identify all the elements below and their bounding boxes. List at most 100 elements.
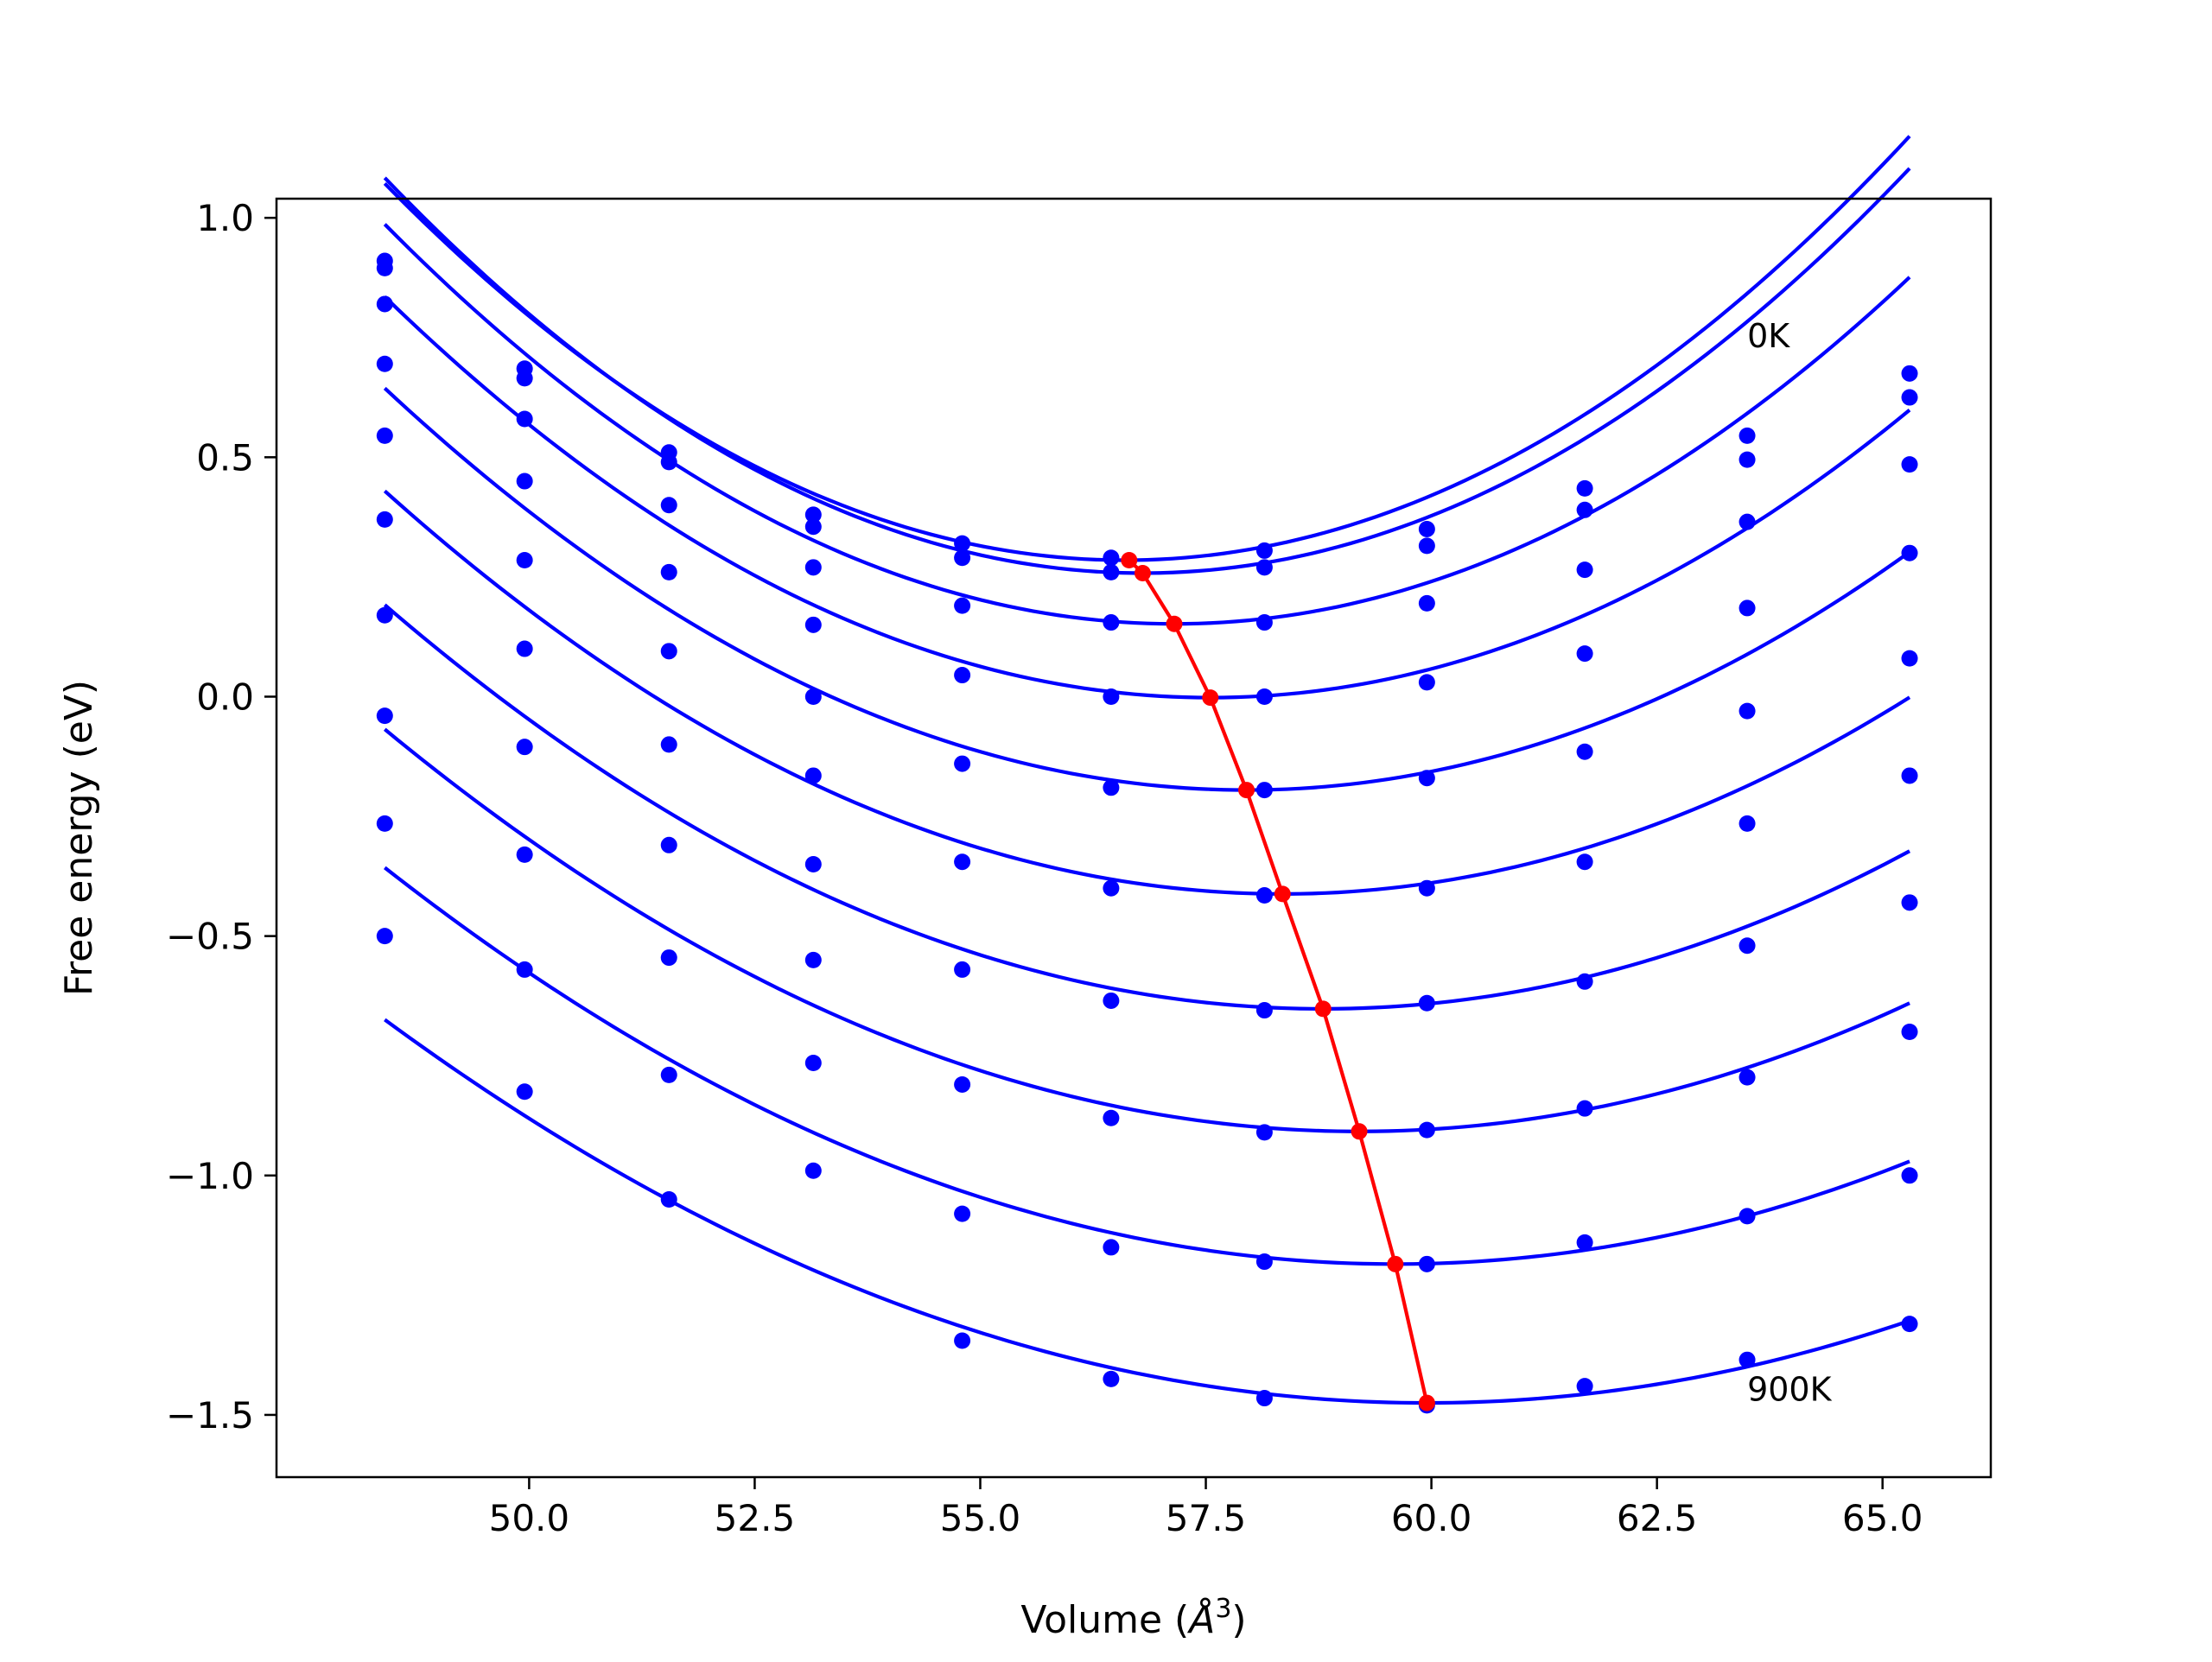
data-point-400K-9 — [1738, 702, 1756, 720]
fit-curve-300K — [383, 295, 1911, 700]
data-point-500K-7 — [1418, 879, 1435, 897]
plot-frame — [275, 197, 1993, 1479]
y-axis-label: Free energy (eV) — [57, 680, 101, 996]
data-point-300K-5 — [1103, 688, 1120, 705]
data-point-600K-3 — [804, 855, 822, 872]
series-0K — [376, 135, 1918, 567]
x-tick-label-1: 52.5 — [715, 1497, 796, 1539]
data-point-100K-3 — [804, 518, 822, 536]
data-point-800K-5 — [1103, 1239, 1120, 1256]
data-point-900K-10 — [1901, 1316, 1918, 1333]
fit-curve-800K — [384, 866, 1910, 1266]
data-point-200K-5 — [1103, 614, 1120, 631]
series-600K — [376, 603, 1918, 1019]
y-tick-label-5: −1.5 — [166, 1394, 254, 1437]
data-point-800K-4 — [954, 1205, 971, 1222]
data-point-900K-0 — [376, 928, 393, 945]
data-point-200K-7 — [1418, 594, 1435, 612]
data-point-200K-3 — [804, 559, 822, 576]
y-tick-label-2: 0.0 — [196, 676, 254, 718]
x-axis-label: Volume (Å3) — [1020, 1594, 1246, 1642]
data-point-400K-8 — [1576, 743, 1593, 760]
minimum-point-5 — [1274, 885, 1291, 903]
series-900K — [376, 928, 1918, 1414]
data-point-0K-9 — [1738, 427, 1756, 444]
data-point-800K-6 — [1255, 1253, 1273, 1271]
minimum-point-0 — [1121, 552, 1138, 568]
data-point-400K-6 — [1255, 782, 1273, 799]
minimum-point-4 — [1238, 782, 1255, 799]
y-tick-label-0: 1.0 — [196, 197, 254, 239]
data-point-800K-10 — [1901, 1167, 1918, 1184]
series-800K — [376, 815, 1918, 1272]
data-point-700K-4 — [954, 1075, 971, 1093]
data-point-400K-1 — [516, 552, 533, 568]
data-point-500K-2 — [660, 736, 677, 753]
data-point-700K-10 — [1901, 1023, 1918, 1040]
minimum-point-9 — [1418, 1394, 1435, 1411]
fit-curve-0K — [383, 135, 1911, 562]
data-point-300K-2 — [660, 563, 677, 580]
data-point-0K-8 — [1576, 479, 1593, 497]
x-tick-label-4: 60.0 — [1391, 1497, 1472, 1539]
data-point-700K-0 — [376, 707, 393, 725]
data-point-400K-7 — [1418, 770, 1435, 787]
series-400K — [376, 386, 1918, 799]
y-tick-label-1: 0.5 — [196, 436, 254, 479]
annotation-900K: 900K — [1747, 1370, 1833, 1408]
data-point-100K-5 — [1103, 563, 1120, 580]
data-point-300K-0 — [376, 355, 393, 372]
data-point-100K-0 — [376, 259, 393, 276]
data-point-400K-0 — [376, 427, 393, 444]
data-point-200K-8 — [1576, 561, 1593, 579]
data-point-900K-3 — [804, 1162, 822, 1179]
series-100K — [376, 167, 1918, 580]
data-point-0K-6 — [1255, 542, 1273, 559]
data-point-300K-6 — [1255, 688, 1273, 705]
data-point-600K-9 — [1738, 937, 1756, 955]
minima-trace — [1121, 552, 1435, 1411]
data-point-300K-3 — [804, 616, 822, 633]
minimum-point-6 — [1314, 1000, 1332, 1018]
data-point-300K-1 — [516, 473, 533, 490]
minimum-point-1 — [1134, 564, 1151, 581]
series-300K — [376, 295, 1918, 705]
data-point-0K-10 — [1901, 365, 1918, 382]
data-point-600K-0 — [376, 606, 393, 624]
data-point-200K-6 — [1255, 614, 1273, 631]
data-point-700K-9 — [1738, 1069, 1756, 1086]
data-point-600K-6 — [1255, 1002, 1273, 1019]
data-point-400K-3 — [804, 688, 822, 705]
data-point-100K-4 — [954, 549, 971, 567]
data-point-700K-6 — [1255, 1124, 1273, 1141]
data-point-500K-3 — [804, 767, 822, 784]
fit-curve-600K — [383, 603, 1911, 1011]
data-point-100K-10 — [1901, 389, 1918, 406]
minimum-point-2 — [1166, 615, 1183, 632]
minimum-point-3 — [1202, 689, 1219, 707]
data-point-800K-1 — [516, 961, 533, 978]
data-point-100K-9 — [1738, 451, 1756, 468]
fit-curve-700K — [383, 727, 1910, 1133]
annotation-0K: 0K — [1747, 317, 1790, 355]
y-tick-label-4: −1.0 — [166, 1155, 254, 1197]
x-axis-label-exponent: 3 — [1215, 1594, 1231, 1624]
minima-line — [1128, 558, 1429, 1404]
data-point-800K-7 — [1418, 1255, 1435, 1272]
data-point-300K-7 — [1418, 674, 1435, 691]
data-point-500K-6 — [1255, 887, 1273, 904]
data-point-900K-4 — [954, 1332, 971, 1349]
data-point-700K-1 — [516, 846, 533, 863]
fit-curve-400K — [383, 386, 1911, 792]
data-point-100K-6 — [1255, 559, 1273, 576]
data-point-500K-5 — [1103, 879, 1120, 897]
x-axis-label-unit: Å — [1186, 1596, 1215, 1642]
data-point-0K-3 — [804, 506, 822, 523]
data-point-900K-6 — [1255, 1390, 1273, 1407]
fit-curve-100K — [383, 167, 1911, 575]
data-point-300K-4 — [954, 667, 971, 684]
data-point-500K-9 — [1738, 815, 1756, 832]
data-point-0K-7 — [1418, 520, 1435, 537]
data-point-400K-4 — [954, 755, 971, 772]
